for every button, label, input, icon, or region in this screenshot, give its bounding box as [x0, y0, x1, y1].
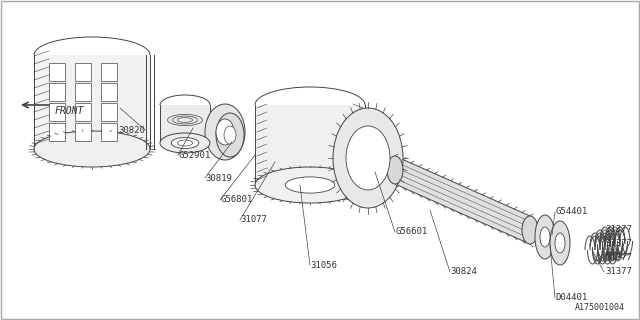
Polygon shape: [75, 103, 91, 121]
Polygon shape: [34, 55, 150, 149]
Ellipse shape: [285, 177, 335, 193]
Ellipse shape: [160, 133, 210, 153]
Text: 31377: 31377: [605, 253, 632, 262]
Polygon shape: [49, 83, 65, 101]
Text: 30820: 30820: [118, 125, 145, 134]
Text: G52901: G52901: [178, 150, 211, 159]
Ellipse shape: [216, 119, 234, 145]
Text: 30824: 30824: [450, 268, 477, 276]
Text: A175001004: A175001004: [575, 303, 625, 312]
Ellipse shape: [224, 126, 236, 144]
Text: 31056: 31056: [310, 260, 337, 269]
Text: G54401: G54401: [555, 207, 588, 217]
Ellipse shape: [535, 215, 555, 259]
Text: G56601: G56601: [395, 228, 428, 236]
Ellipse shape: [216, 113, 244, 157]
Polygon shape: [160, 105, 210, 143]
Ellipse shape: [172, 138, 199, 148]
Ellipse shape: [255, 167, 365, 203]
Ellipse shape: [555, 233, 565, 253]
Polygon shape: [395, 156, 530, 244]
Text: 31377: 31377: [605, 226, 632, 235]
Ellipse shape: [177, 140, 193, 146]
Polygon shape: [101, 63, 117, 81]
Polygon shape: [255, 105, 365, 185]
Polygon shape: [101, 103, 117, 121]
Text: 30819: 30819: [205, 173, 232, 182]
Ellipse shape: [34, 131, 150, 167]
Polygon shape: [49, 63, 65, 81]
Text: 31077: 31077: [240, 215, 267, 225]
Text: 31377: 31377: [605, 239, 632, 249]
Ellipse shape: [346, 126, 390, 190]
Text: 31377: 31377: [605, 268, 632, 276]
Polygon shape: [49, 123, 65, 141]
Polygon shape: [75, 63, 91, 81]
Ellipse shape: [540, 227, 550, 247]
Polygon shape: [75, 83, 91, 101]
Ellipse shape: [205, 104, 245, 160]
Text: D04401: D04401: [555, 293, 588, 302]
Text: FRONT: FRONT: [55, 106, 84, 116]
Polygon shape: [75, 123, 91, 141]
Polygon shape: [101, 83, 117, 101]
Polygon shape: [101, 123, 117, 141]
Ellipse shape: [333, 108, 403, 208]
Ellipse shape: [550, 221, 570, 265]
Polygon shape: [49, 103, 65, 121]
Ellipse shape: [522, 216, 538, 244]
Text: G56801: G56801: [220, 196, 252, 204]
Ellipse shape: [387, 156, 403, 184]
